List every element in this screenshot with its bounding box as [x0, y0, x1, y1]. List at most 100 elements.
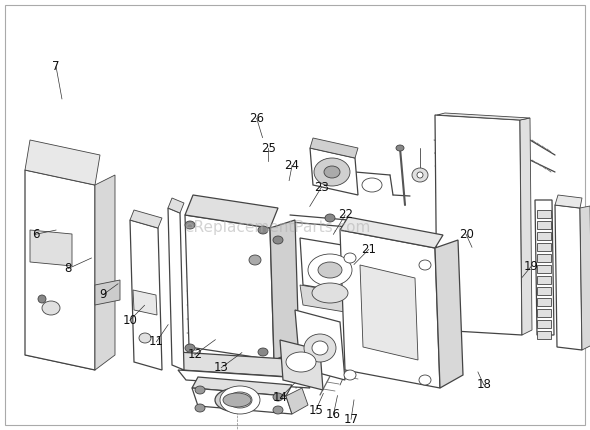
Polygon shape — [535, 200, 554, 335]
Ellipse shape — [215, 388, 259, 412]
Polygon shape — [192, 377, 292, 396]
Polygon shape — [360, 265, 418, 360]
Ellipse shape — [308, 254, 352, 286]
Bar — [537, 298, 551, 306]
Text: 26: 26 — [249, 112, 264, 125]
Text: 25: 25 — [261, 142, 276, 155]
Polygon shape — [178, 352, 306, 378]
Ellipse shape — [412, 168, 428, 182]
Polygon shape — [130, 210, 162, 228]
Ellipse shape — [258, 226, 268, 234]
Polygon shape — [310, 148, 358, 195]
Ellipse shape — [273, 406, 283, 414]
Bar — [537, 309, 551, 317]
Polygon shape — [185, 195, 278, 228]
Polygon shape — [270, 220, 299, 360]
Ellipse shape — [344, 370, 356, 380]
Bar — [537, 265, 551, 273]
Polygon shape — [555, 195, 582, 208]
Ellipse shape — [220, 386, 260, 414]
Text: 24: 24 — [284, 159, 300, 172]
Bar — [537, 243, 551, 251]
Text: 18: 18 — [476, 378, 491, 391]
Ellipse shape — [324, 166, 340, 178]
Ellipse shape — [344, 253, 356, 263]
Text: 8: 8 — [64, 262, 71, 275]
Polygon shape — [310, 138, 358, 158]
Ellipse shape — [38, 295, 46, 303]
Polygon shape — [168, 198, 184, 213]
Text: 22: 22 — [337, 209, 353, 221]
Polygon shape — [185, 215, 274, 360]
Polygon shape — [300, 285, 363, 315]
Polygon shape — [580, 206, 590, 350]
Polygon shape — [178, 370, 310, 388]
Ellipse shape — [185, 221, 195, 229]
Bar — [537, 210, 551, 218]
Polygon shape — [340, 230, 440, 388]
Bar — [537, 254, 551, 262]
Ellipse shape — [286, 352, 316, 372]
Polygon shape — [130, 220, 162, 370]
Polygon shape — [168, 208, 184, 370]
Text: 14: 14 — [273, 391, 288, 404]
Text: 23: 23 — [314, 181, 329, 194]
Ellipse shape — [195, 404, 205, 412]
Polygon shape — [300, 238, 363, 295]
Polygon shape — [340, 217, 443, 248]
Polygon shape — [435, 240, 463, 388]
Text: 16: 16 — [326, 408, 341, 421]
Ellipse shape — [312, 283, 348, 303]
Text: 15: 15 — [308, 404, 323, 417]
Ellipse shape — [312, 341, 328, 355]
Text: 21: 21 — [361, 243, 376, 256]
Ellipse shape — [417, 172, 423, 178]
Bar — [537, 276, 551, 284]
Text: 20: 20 — [458, 228, 474, 241]
Polygon shape — [95, 175, 115, 370]
Polygon shape — [280, 340, 323, 390]
Ellipse shape — [228, 392, 252, 408]
Polygon shape — [25, 140, 100, 185]
Ellipse shape — [195, 386, 205, 394]
Text: 11: 11 — [149, 335, 164, 348]
Text: eReplacementParts.com: eReplacementParts.com — [184, 221, 371, 235]
Ellipse shape — [318, 262, 342, 278]
Ellipse shape — [185, 344, 195, 352]
Text: 17: 17 — [343, 413, 359, 426]
Bar — [537, 232, 551, 240]
Polygon shape — [133, 290, 157, 315]
Ellipse shape — [273, 236, 283, 244]
Text: 10: 10 — [122, 314, 137, 327]
Polygon shape — [25, 170, 95, 370]
Bar — [537, 320, 551, 328]
Ellipse shape — [314, 158, 350, 186]
Ellipse shape — [139, 333, 151, 343]
Text: 9: 9 — [100, 288, 107, 301]
Polygon shape — [555, 205, 582, 350]
Bar — [537, 331, 551, 339]
Polygon shape — [437, 113, 530, 120]
Ellipse shape — [273, 393, 283, 401]
Text: 13: 13 — [214, 361, 229, 374]
Text: 19: 19 — [523, 260, 539, 273]
Ellipse shape — [42, 301, 60, 315]
Text: 7: 7 — [53, 60, 60, 73]
Polygon shape — [520, 118, 532, 335]
Text: 6: 6 — [32, 228, 39, 241]
Polygon shape — [435, 115, 522, 335]
Ellipse shape — [223, 393, 251, 407]
Polygon shape — [295, 310, 345, 380]
Polygon shape — [30, 230, 72, 266]
Ellipse shape — [325, 214, 335, 222]
Ellipse shape — [304, 334, 336, 362]
Text: 12: 12 — [187, 348, 202, 361]
Polygon shape — [286, 388, 308, 414]
Ellipse shape — [396, 145, 404, 151]
Bar — [537, 287, 551, 295]
Ellipse shape — [419, 375, 431, 385]
Polygon shape — [95, 280, 120, 305]
Bar — [537, 221, 551, 229]
Polygon shape — [192, 388, 292, 414]
Ellipse shape — [258, 348, 268, 356]
